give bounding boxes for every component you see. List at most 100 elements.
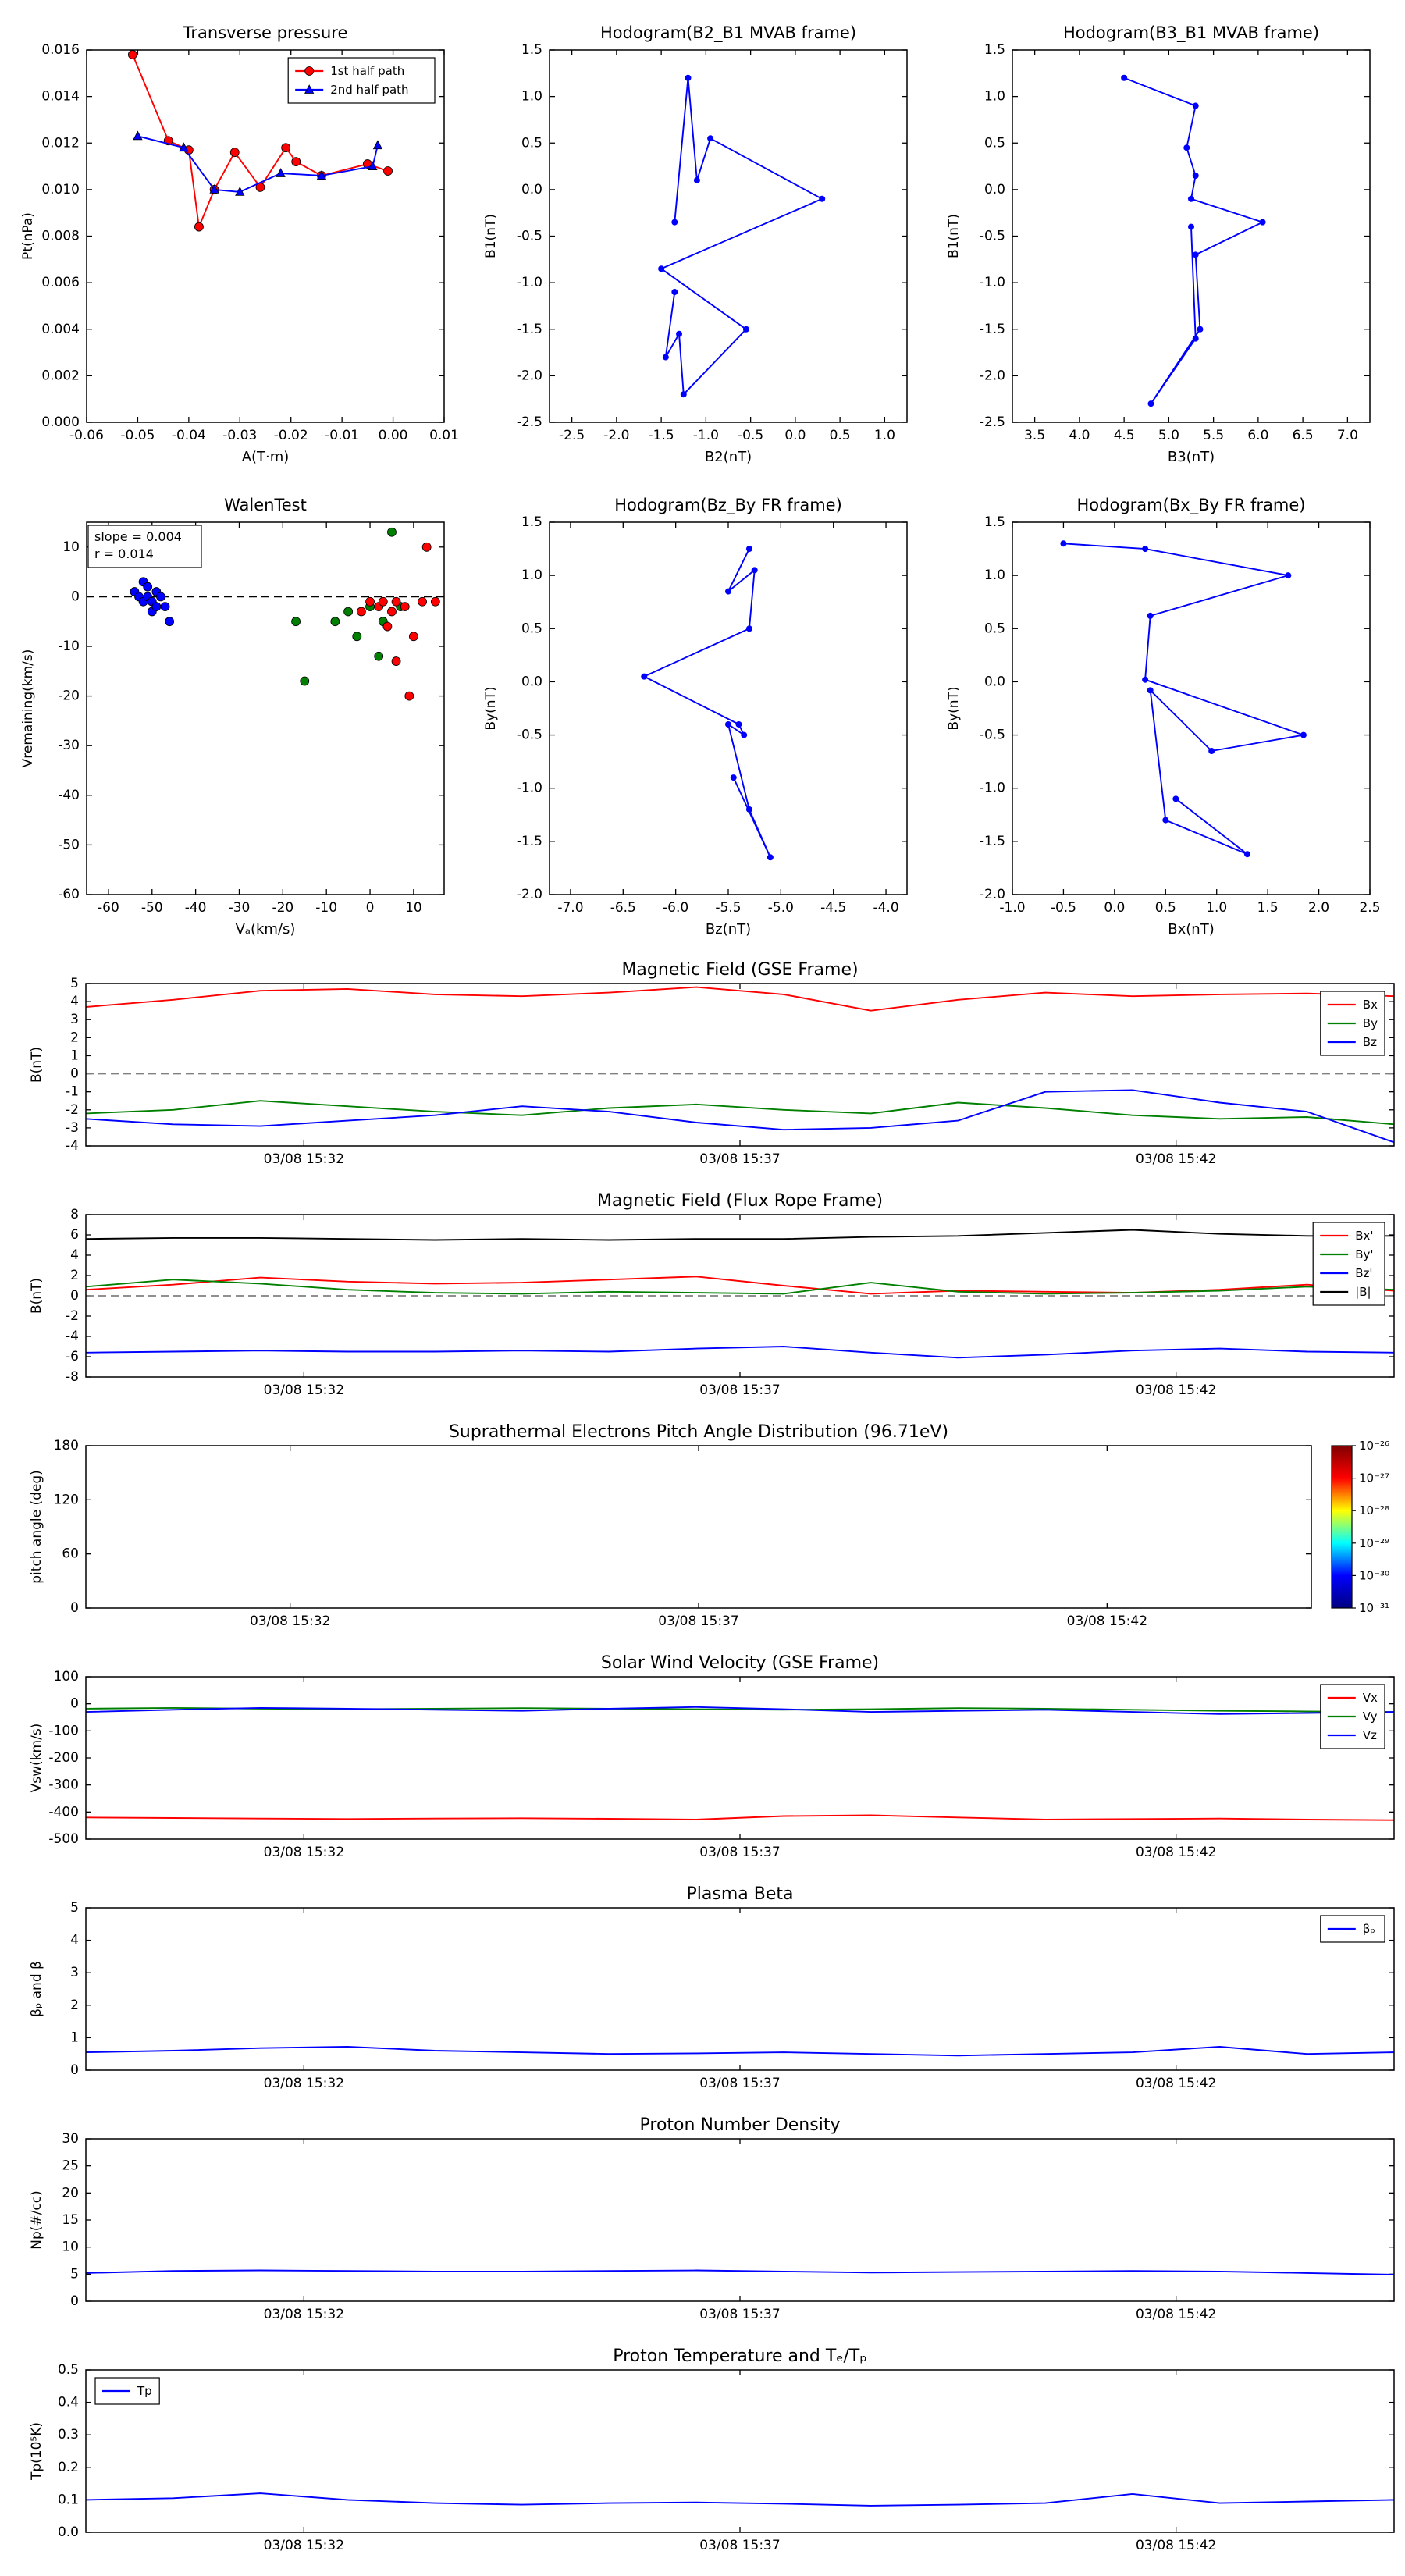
svg-text:-1.5: -1.5 bbox=[517, 834, 542, 849]
svg-text:-40: -40 bbox=[58, 788, 80, 803]
svg-text:1.0: 1.0 bbox=[874, 428, 895, 443]
svg-text:-5.5: -5.5 bbox=[715, 900, 741, 916]
svg-text:1.0: 1.0 bbox=[521, 89, 542, 105]
svg-text:-0.5: -0.5 bbox=[1051, 900, 1076, 916]
svg-text:-100: -100 bbox=[48, 1723, 79, 1738]
svg-text:1.0: 1.0 bbox=[984, 89, 1005, 105]
svg-text:Vsw(km/s): Vsw(km/s) bbox=[29, 1724, 44, 1793]
svg-text:B3(nT): B3(nT) bbox=[1168, 449, 1215, 465]
svg-text:-1.0: -1.0 bbox=[517, 781, 542, 796]
svg-text:20: 20 bbox=[62, 2185, 79, 2201]
svg-text:0.000: 0.000 bbox=[41, 415, 80, 430]
svg-text:-1.0: -1.0 bbox=[980, 275, 1005, 290]
svg-text:0.0: 0.0 bbox=[984, 674, 1005, 689]
svg-text:-300: -300 bbox=[48, 1777, 79, 1793]
svg-text:βₚ: βₚ bbox=[1363, 1922, 1375, 1936]
svg-text:Bx: Bx bbox=[1363, 998, 1378, 1012]
svg-text:0.014: 0.014 bbox=[41, 89, 80, 105]
chart-title-transverse-pressure: Transverse pressure bbox=[183, 23, 348, 42]
svg-text:03/08 15:42: 03/08 15:42 bbox=[1136, 2076, 1216, 2091]
svg-text:By: By bbox=[1363, 1016, 1378, 1030]
svg-text:-1.0: -1.0 bbox=[999, 900, 1025, 916]
svg-text:-2.0: -2.0 bbox=[980, 887, 1005, 902]
svg-text:7.0: 7.0 bbox=[1337, 428, 1358, 443]
panel-hodogram-bx-by: Hodogram(Bx_By FR frame) -1.0 -0.5 0.0 0.5 1… bbox=[932, 485, 1395, 951]
svg-text:3.5: 3.5 bbox=[1024, 428, 1045, 443]
svg-text:30: 30 bbox=[62, 2131, 79, 2147]
svg-text:pitch angle (deg): pitch angle (deg) bbox=[29, 1470, 44, 1584]
chart-title-magnetic-field-fr: Magnetic Field (Flux Rope Frame) bbox=[596, 1191, 884, 1211]
magnetic-field-fr-chart: 03/08 15:32 03/08 15:37 03/08 15:42 -8 -6 -4 -… bbox=[29, 1207, 1395, 1398]
svg-text:03/08 15:42: 03/08 15:42 bbox=[1136, 2307, 1216, 2322]
svg-text:Bx': Bx' bbox=[1355, 1229, 1373, 1243]
svg-text:B(nT): B(nT) bbox=[29, 1278, 44, 1314]
svg-text:1st half path: 1st half path bbox=[330, 64, 404, 78]
svg-text:2: 2 bbox=[70, 1268, 79, 1283]
svg-text:60: 60 bbox=[62, 1546, 79, 1562]
panel-transverse-pressure: Transverse pressure -0.06 -0.05 -0.04 -0.03… bbox=[6, 12, 469, 479]
chart-title-proton-temperature: Proton Temperature and Tₑ/Tₚ bbox=[613, 2347, 867, 2366]
svg-text:03/08 15:37: 03/08 15:37 bbox=[699, 2307, 780, 2322]
svg-text:Vₐ(km/s): Vₐ(km/s) bbox=[236, 921, 296, 938]
svg-text:-2.0: -2.0 bbox=[517, 368, 542, 383]
svg-text:0.006: 0.006 bbox=[41, 275, 80, 290]
svg-text:6.5: 6.5 bbox=[1293, 428, 1314, 443]
chart-title-hodogram-b2-b1: Hodogram(B2_B1 MVAB frame) bbox=[599, 23, 857, 42]
panel-plasma-beta: Plasma Beta 03/08 15:32 03/08 15:37 03/08 … bbox=[0, 1881, 1405, 2109]
svg-text:0.002: 0.002 bbox=[41, 368, 80, 383]
svg-text:03/08 15:37: 03/08 15:37 bbox=[658, 1614, 738, 1629]
chart-title-pitch-angle-distribution: Suprathermal Electrons Pitch Angle Distr… bbox=[448, 1422, 949, 1442]
svg-text:1.5: 1.5 bbox=[984, 514, 1005, 530]
svg-text:03/08 15:32: 03/08 15:32 bbox=[264, 2076, 344, 2091]
svg-text:-0.5: -0.5 bbox=[517, 229, 542, 244]
svg-text:0: 0 bbox=[70, 1696, 79, 1712]
svg-text:-0.5: -0.5 bbox=[980, 229, 1005, 244]
panel-magnetic-field-gse: Magnetic Field (GSE Frame) 03/08 15:32 03… bbox=[0, 957, 1405, 1185]
plasma-beta-chart: 03/08 15:32 03/08 15:37 03/08 15:42 0 1 2 3 4 5 β… bbox=[29, 1900, 1395, 2091]
chart-title-hodogram-b3-b1: Hodogram(B3_B1 MVAB frame) bbox=[1062, 23, 1320, 42]
svg-text:Vz: Vz bbox=[1363, 1728, 1377, 1742]
svg-text:1.5: 1.5 bbox=[1257, 900, 1279, 916]
svg-text:-0.02: -0.02 bbox=[274, 428, 308, 443]
svg-text:1: 1 bbox=[70, 2030, 79, 2045]
svg-text:-0.05: -0.05 bbox=[120, 428, 155, 443]
svg-text:5: 5 bbox=[70, 1900, 79, 1916]
chart-title-hodogram-bx-by: Hodogram(Bx_By FR frame) bbox=[1076, 496, 1306, 514]
svg-text:-60: -60 bbox=[58, 887, 80, 902]
svg-text:1.0: 1.0 bbox=[984, 568, 1005, 583]
panel-magnetic-field-fr: Magnetic Field (Flux Rope Frame) 03/08 1… bbox=[0, 1188, 1405, 1416]
svg-text:B2(nT): B2(nT) bbox=[705, 449, 752, 465]
svg-text:-1.0: -1.0 bbox=[980, 781, 1005, 796]
svg-text:-4: -4 bbox=[66, 1329, 79, 1344]
svg-text:0: 0 bbox=[70, 1600, 79, 1616]
panel-solar-wind-velocity: Solar Wind Velocity (GSE Frame) 03/08 15… bbox=[0, 1650, 1405, 1878]
svg-text:-50: -50 bbox=[58, 837, 80, 852]
svg-text:0: 0 bbox=[366, 900, 375, 916]
svg-text:Vy: Vy bbox=[1363, 1710, 1378, 1724]
svg-text:0.0: 0.0 bbox=[521, 674, 542, 689]
svg-text:-500: -500 bbox=[48, 1831, 79, 1847]
svg-text:-10: -10 bbox=[58, 639, 80, 654]
svg-text:10⁻³⁰: 10⁻³⁰ bbox=[1359, 1568, 1389, 1582]
svg-text:2.0: 2.0 bbox=[1308, 900, 1329, 916]
svg-text:0.008: 0.008 bbox=[41, 229, 80, 244]
svg-text:By': By' bbox=[1355, 1247, 1373, 1261]
svg-text:10⁻²⁹: 10⁻²⁹ bbox=[1359, 1536, 1389, 1550]
svg-text:5.0: 5.0 bbox=[1158, 428, 1179, 443]
svg-text:Np(#/cc): Np(#/cc) bbox=[29, 2190, 44, 2249]
svg-text:-200: -200 bbox=[48, 1750, 79, 1766]
svg-text:-6: -6 bbox=[66, 1349, 79, 1364]
svg-text:03/08 15:32: 03/08 15:32 bbox=[250, 1614, 330, 1629]
svg-text:-1.0: -1.0 bbox=[517, 275, 542, 290]
svg-text:0.4: 0.4 bbox=[58, 2395, 79, 2411]
svg-text:Vremaining(km/s): Vremaining(km/s) bbox=[20, 649, 36, 768]
svg-text:03/08 15:42: 03/08 15:42 bbox=[1136, 1151, 1216, 1167]
svg-text:-0.5: -0.5 bbox=[738, 428, 763, 443]
svg-text:-0.01: -0.01 bbox=[325, 428, 359, 443]
svg-text:10⁻³¹: 10⁻³¹ bbox=[1359, 1601, 1389, 1615]
svg-text:A(T·m): A(T·m) bbox=[242, 449, 290, 465]
svg-text:-1.5: -1.5 bbox=[517, 322, 542, 337]
svg-text:-60: -60 bbox=[98, 900, 119, 916]
svg-text:-0.06: -0.06 bbox=[69, 428, 104, 443]
